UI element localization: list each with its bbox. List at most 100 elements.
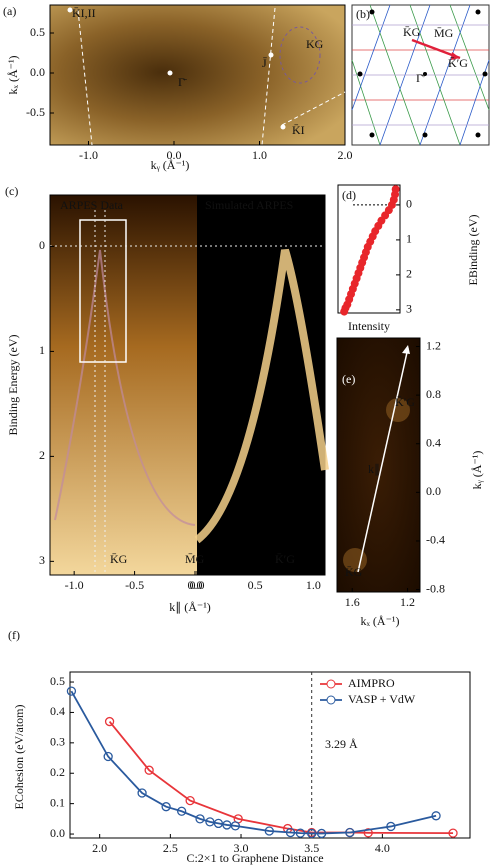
- x-tick-label: 0.5: [248, 578, 263, 592]
- band: [54, 249, 196, 526]
- y-axis-label: ECohesion (eV/atom): [12, 705, 26, 810]
- roi: [79, 219, 127, 363]
- annotation: K̄′G: [448, 56, 468, 70]
- y-tick-label: 0.5: [50, 674, 65, 688]
- legend-label: AIMPRO: [348, 676, 395, 690]
- band: [194, 248, 329, 544]
- spot: [343, 548, 367, 572]
- y-tick-label: 2: [39, 448, 45, 462]
- marker: [386, 821, 396, 832]
- guide: [77, 7, 346, 146]
- x-tick-label: -1.0: [65, 578, 84, 592]
- annotation: M̄G: [434, 26, 454, 40]
- annotation: k∥: [368, 462, 380, 476]
- marker: [316, 828, 327, 839]
- annotation: M̄G: [185, 552, 205, 566]
- legend-label: VASP + VdW: [348, 692, 416, 706]
- marker: [195, 814, 205, 824]
- marker: [213, 818, 224, 829]
- arrow: [357, 347, 409, 573]
- marker: [230, 821, 241, 831]
- y-tick-label: 3: [39, 553, 45, 567]
- marker: [345, 827, 355, 838]
- lattice: [351, 4, 490, 146]
- annotation: Simulated ARPES: [205, 198, 293, 212]
- annotation: Γ̄′: [416, 71, 426, 85]
- annotation: K̄I: [292, 123, 305, 137]
- marker: [268, 52, 274, 58]
- panel-label: (d): [342, 188, 356, 202]
- y-axis-label: Binding Energy (eV): [6, 334, 20, 435]
- marker: [104, 716, 115, 727]
- annotation: J̄: [262, 56, 267, 70]
- marker: [66, 686, 77, 696]
- annotation: ARPES Data: [60, 198, 124, 212]
- y-tick-label: 1: [406, 232, 412, 246]
- x-axis-label: kᵧ (Å⁻¹): [151, 158, 190, 172]
- marker: [431, 811, 441, 821]
- arrow-head: [451, 52, 460, 60]
- annotation: K̄′G: [395, 395, 415, 409]
- annotation: K̄G: [110, 552, 128, 566]
- marker: [137, 788, 147, 798]
- legend-marker: [326, 695, 336, 705]
- decorations: [351, 4, 490, 146]
- guide: [50, 210, 325, 575]
- annotation: K̄G: [403, 25, 421, 39]
- y-tick-label: 1: [39, 343, 45, 357]
- annotation: K̄G: [345, 565, 363, 579]
- y-tick-label: 3: [406, 302, 412, 316]
- marker: [363, 828, 373, 838]
- marker: [177, 806, 187, 816]
- y-tick-label: -0.5: [26, 105, 45, 119]
- lattice-points: [357, 9, 488, 138]
- x-tick-label: -0.5: [125, 578, 144, 592]
- panel-label: (e): [342, 372, 355, 386]
- x-tick-label: 2.5: [163, 841, 178, 855]
- legend-marker: [326, 679, 336, 689]
- x-tick-label: 2.0: [338, 148, 353, 162]
- y-tick-label: 0.0: [426, 484, 441, 498]
- annotation: KG: [306, 37, 324, 51]
- y-tick-label: 0.2: [50, 765, 65, 779]
- x-tick-label: 4.0: [375, 841, 390, 855]
- x-tick-label: 1.0: [252, 148, 267, 162]
- marker: [448, 828, 458, 838]
- y-tick-label: 0.4: [426, 435, 441, 449]
- y-axis-label: EBinding (eV): [466, 215, 480, 286]
- panel-label: (c): [5, 184, 18, 198]
- marker: [167, 70, 173, 76]
- x-tick-label: 0.0: [166, 148, 181, 162]
- x-tick-label: 3.0: [234, 841, 249, 855]
- guide: [279, 26, 321, 84]
- marker: [264, 826, 274, 836]
- marker: [280, 124, 286, 130]
- y-tick-label: -0.8: [426, 581, 445, 595]
- x-axis-label: C:2×1 to Graphene Distance: [186, 851, 323, 865]
- spot: [386, 398, 410, 422]
- arrow-head: [402, 345, 410, 354]
- marker: [161, 802, 171, 812]
- panel-label: (a): [3, 4, 16, 18]
- annotation: Γ̄: [178, 75, 187, 89]
- marker: [295, 828, 306, 838]
- y-tick-label: 0.8: [426, 387, 441, 401]
- x-tick-label: 1.2: [400, 595, 415, 609]
- marker: [205, 817, 215, 827]
- marker: [67, 7, 73, 13]
- y-axis-label: kᵧ (Å⁻¹): [470, 451, 484, 490]
- image: [49, 4, 346, 146]
- x-tick-label: 0.0: [190, 578, 205, 592]
- x-tick-label: 1.6: [345, 595, 360, 609]
- series-line: [108, 720, 454, 835]
- x-axis-label: kₓ (Å⁻¹): [360, 614, 399, 628]
- marker: [307, 828, 317, 839]
- y-tick-label: 0.1: [50, 795, 65, 809]
- y-tick-label: 0: [406, 197, 412, 211]
- y-tick-label: 0.3: [50, 735, 65, 749]
- y-tick-label: 0.0: [50, 826, 65, 840]
- y-tick-label: 0.4: [50, 704, 65, 718]
- x-tick-label: 1.0: [306, 578, 321, 592]
- x-tick-label: 0.0: [188, 578, 203, 592]
